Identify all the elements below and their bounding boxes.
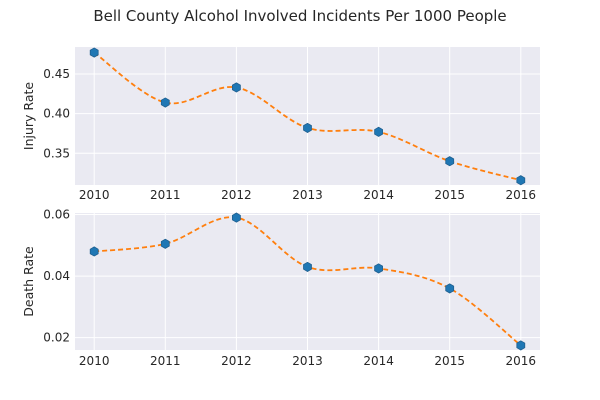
x-tick-label: 2015 <box>434 354 465 368</box>
y-axis-label: Injury Rate <box>21 82 36 150</box>
y-tick-label: 0.40 <box>43 107 70 121</box>
x-tick-label: 2015 <box>434 188 465 202</box>
x-tick-label: 2016 <box>506 354 537 368</box>
chart-title: Bell County Alcohol Involved Incidents P… <box>93 7 506 25</box>
y-axis-label: Death Rate <box>21 246 36 317</box>
data-point-2016 <box>516 175 526 186</box>
data-point-2015 <box>445 283 455 294</box>
data-point-2014 <box>374 263 383 274</box>
chart-panel-1: 2010 2011 2012 2013 2014 2015 2016 0.35 0.40 0.45… <box>21 47 540 202</box>
x-tick-label: 2012 <box>221 188 252 202</box>
x-tick-label: 2010 <box>79 188 110 202</box>
data-point-2016 <box>516 340 526 351</box>
y-tick-label: 0.02 <box>43 331 70 345</box>
y-tick-label: 0.06 <box>43 208 70 222</box>
y-tick-label: 0.35 <box>43 146 70 160</box>
x-tick-label: 2013 <box>292 354 323 368</box>
data-point-2013 <box>303 261 312 272</box>
chart-panel-2: 2010 2011 2012 2013 2014 2015 2016 0.02 0.04 0.06… <box>21 208 540 368</box>
x-tick-label: 2013 <box>292 188 323 202</box>
data-point-2011 <box>160 238 170 249</box>
x-tick-label: 2016 <box>506 188 537 202</box>
x-tick-label: 2011 <box>150 354 181 368</box>
data-point-2013 <box>303 122 312 133</box>
y-tick-label: 0.45 <box>43 67 70 81</box>
data-point-2010 <box>89 246 99 257</box>
x-tick-label: 2011 <box>150 188 181 202</box>
x-tick-label: 2014 <box>363 354 394 368</box>
data-point-2015 <box>445 156 455 167</box>
data-point-2010 <box>89 47 99 58</box>
data-point-2012 <box>232 212 241 223</box>
x-tick-label: 2010 <box>79 354 110 368</box>
data-point-2012 <box>232 82 241 93</box>
y-tick-label: 0.04 <box>43 269 70 283</box>
x-tick-label: 2012 <box>221 354 252 368</box>
data-point-2014 <box>374 126 383 137</box>
data-point-2011 <box>160 97 170 108</box>
x-tick-label: 2014 <box>363 188 394 202</box>
